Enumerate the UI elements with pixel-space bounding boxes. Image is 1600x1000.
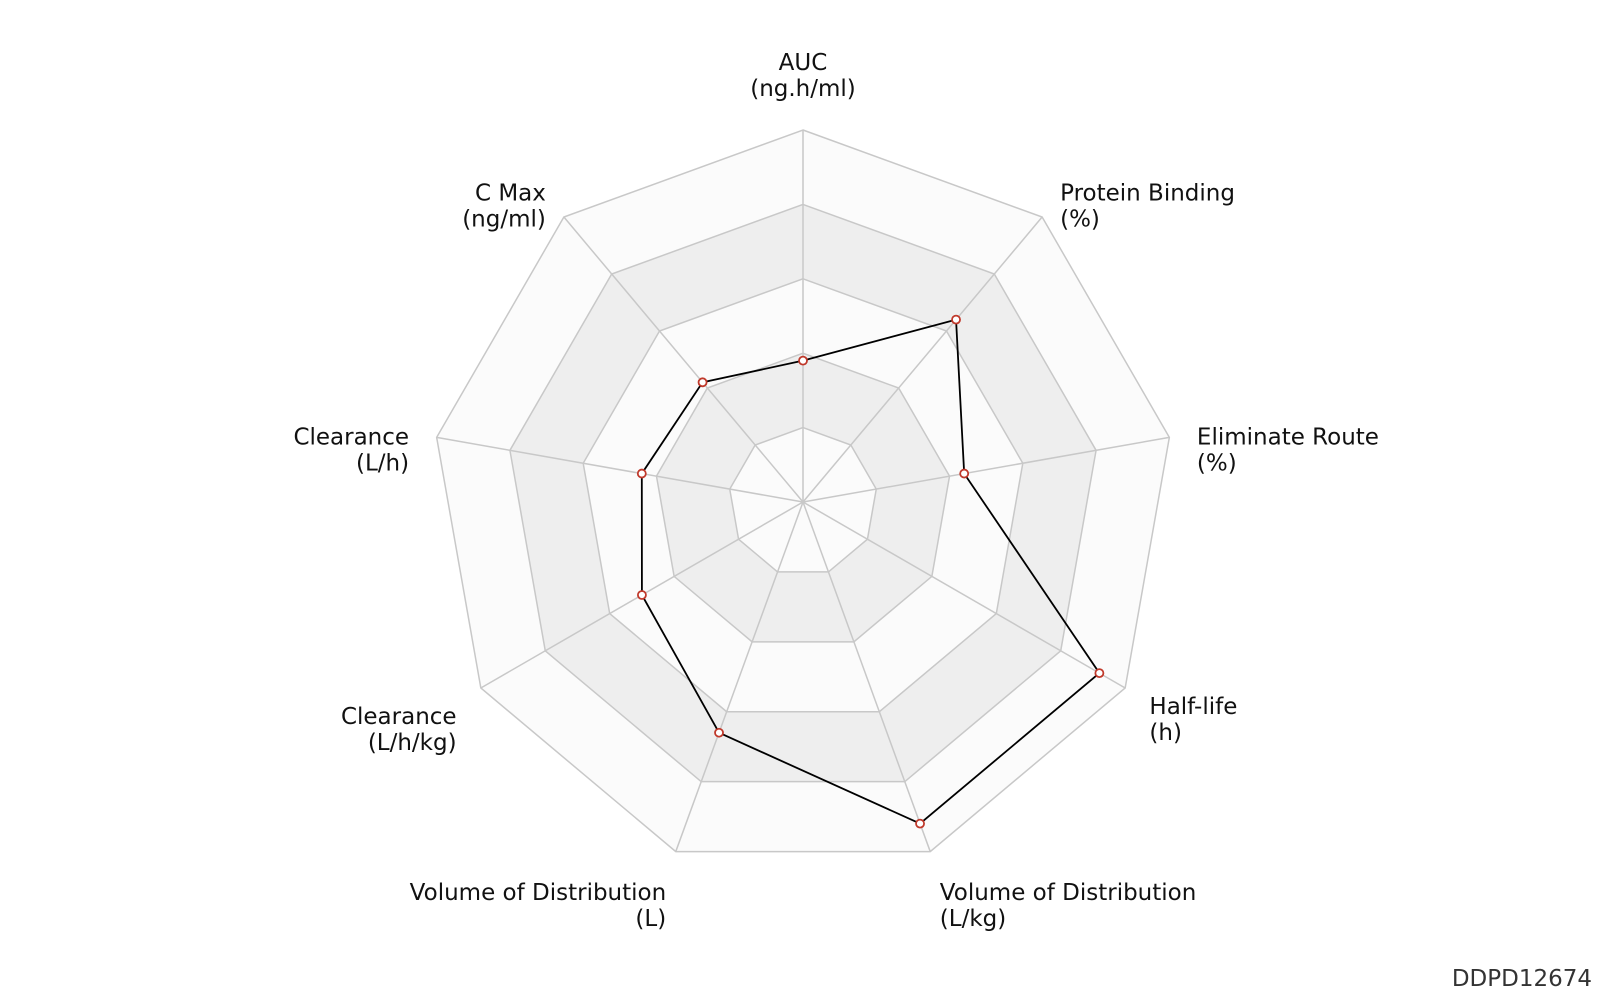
axis-label-unit: (ng.h/ml) (750, 76, 856, 102)
radar-ring-3 (582, 278, 1024, 713)
axis-label-name: AUC (779, 50, 828, 76)
radar-spoke-1 (802, 216, 1043, 503)
series-line (640, 318, 1101, 825)
data-point-4 (915, 818, 925, 829)
radar-ring-4 (509, 203, 1097, 783)
radar-spoke-3 (802, 501, 1126, 689)
axis-label-name: Clearance (293, 425, 409, 451)
radar-spoke-4 (802, 501, 931, 852)
axis-label-2: Eliminate Route (%) (1197, 425, 1379, 477)
axis-label-5: Volume of Distribution (L) (410, 880, 667, 932)
axis-label-name: C Max (475, 181, 546, 207)
axis-label-name: Eliminate Route (1197, 425, 1379, 451)
watermark-id: DDPD12674 (1451, 966, 1592, 992)
radar-ring-5 (435, 129, 1171, 853)
radar-ring-2 (655, 352, 951, 643)
data-point-8 (697, 377, 708, 388)
data-point-5 (714, 727, 724, 738)
axis-label-8: C Max (ng/ml) (462, 181, 546, 233)
axis-label-unit: (L/kg) (940, 906, 1006, 932)
axis-label-unit: (L) (635, 906, 666, 932)
axis-label-unit: (%) (1197, 451, 1237, 477)
axis-label-0: AUC (ng.h/ml) (750, 50, 856, 102)
radar-axis-labels: AUC (ng.h/ml)Protein Binding (%)Eliminate … (293, 50, 1379, 932)
axis-label-name: Clearance (341, 704, 457, 730)
data-point-0 (798, 355, 808, 366)
radar-spoke-2 (802, 436, 1170, 503)
axis-label-name: Protein Binding (1060, 181, 1235, 207)
axis-label-name: Volume of Distribution (410, 880, 667, 906)
radar-spoke-8 (563, 216, 804, 503)
radar-spoke-7 (436, 436, 804, 503)
axis-label-unit: (%) (1060, 207, 1100, 233)
axis-label-unit: (L/h) (356, 451, 409, 477)
axis-label-1: Protein Binding (%) (1060, 181, 1235, 233)
data-point-3 (1094, 668, 1105, 679)
radar-grid (435, 129, 1171, 853)
axis-label-4: Volume of Distribution (L/kg) (940, 880, 1197, 932)
data-point-1 (951, 314, 961, 325)
radar-spoke-5 (675, 501, 804, 852)
radar-ring-1 (728, 426, 878, 573)
radar-series (636, 314, 1105, 829)
radar-spokes (436, 130, 1170, 852)
axis-label-name: Volume of Distribution (940, 880, 1197, 906)
axis-label-unit: (L/h/kg) (368, 730, 457, 756)
axis-label-3: Half-life (h) (1149, 694, 1237, 746)
axis-label-name: Half-life (1149, 694, 1237, 720)
data-point-6 (637, 590, 647, 600)
axis-label-6: Clearance (L/h/kg) (341, 704, 457, 756)
data-point-7 (636, 468, 647, 479)
axis-label-unit: (h) (1149, 720, 1182, 746)
data-point-2 (959, 468, 970, 479)
axis-label-unit: (ng/ml) (462, 207, 546, 233)
axis-label-7: Clearance (L/h) (293, 425, 409, 477)
